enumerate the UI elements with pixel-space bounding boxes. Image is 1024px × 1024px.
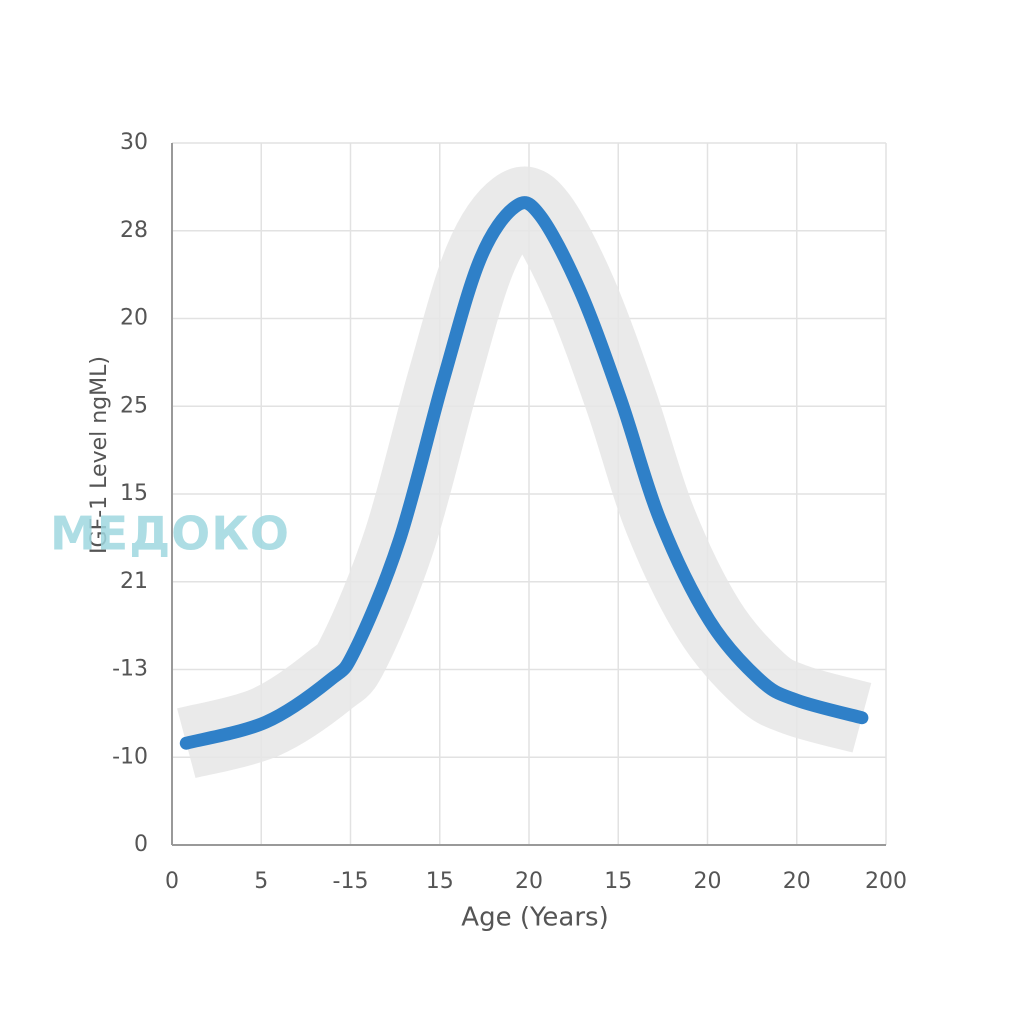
- confidence-band: [177, 166, 872, 779]
- y-axis-label: IGF-1 Level ngML): [87, 356, 112, 554]
- y-tick-label: 25: [120, 393, 148, 418]
- x-tick-label: 0: [165, 869, 179, 894]
- y-tick-label: -10: [112, 744, 148, 769]
- x-tick-label: 15: [604, 869, 632, 894]
- y-tick-label: 21: [120, 569, 148, 594]
- x-tick-label: -15: [333, 869, 369, 894]
- y-tick-label: -13: [112, 657, 148, 682]
- x-tick-label: 15: [426, 869, 454, 894]
- y-tick-label: 30: [120, 130, 148, 155]
- y-tick-label: 0: [134, 832, 148, 857]
- x-tick-label: 20: [783, 869, 811, 894]
- x-tick-label: 20: [515, 869, 543, 894]
- y-tick-label: 20: [120, 306, 148, 331]
- y-tick-label: 28: [120, 218, 148, 243]
- x-axis-label: Age (Years): [461, 903, 608, 933]
- watermark: МЕДОКО: [50, 507, 290, 561]
- x-tick-label: 5: [254, 869, 268, 894]
- line: [179, 196, 869, 750]
- x-tick-label: 20: [694, 869, 722, 894]
- x-tick-label: 200: [865, 869, 907, 894]
- y-tick-label: 15: [120, 481, 148, 506]
